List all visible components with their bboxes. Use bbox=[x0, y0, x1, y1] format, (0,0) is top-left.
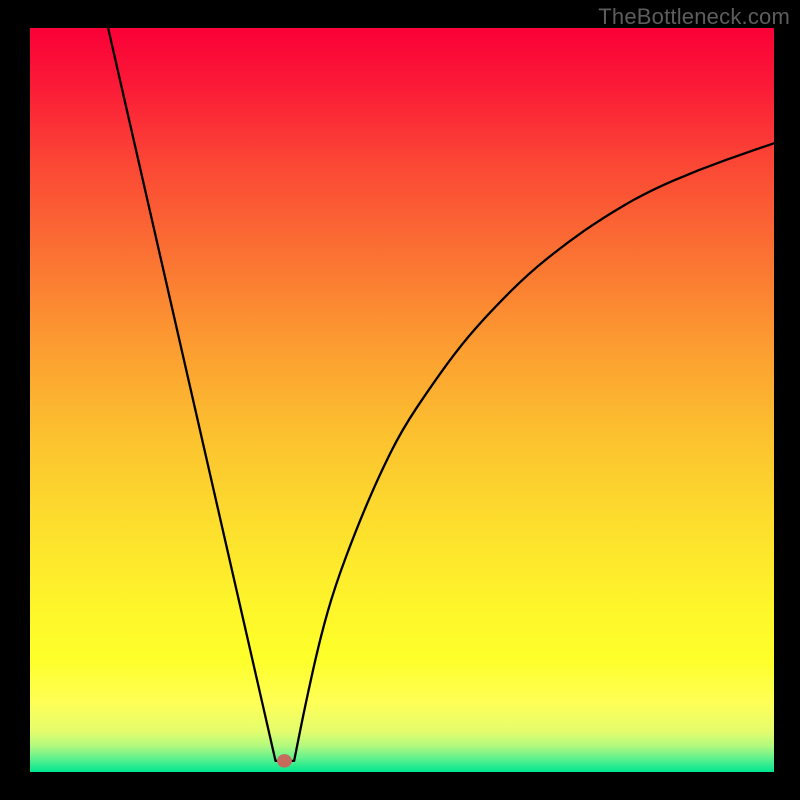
minimum-marker bbox=[277, 754, 292, 767]
watermark-text: TheBottleneck.com bbox=[598, 4, 790, 30]
plot-background bbox=[30, 28, 774, 772]
bottleneck-curve-chart bbox=[0, 0, 800, 800]
chart-container: { "watermark": { "text": "TheBottleneck.… bbox=[0, 0, 800, 800]
